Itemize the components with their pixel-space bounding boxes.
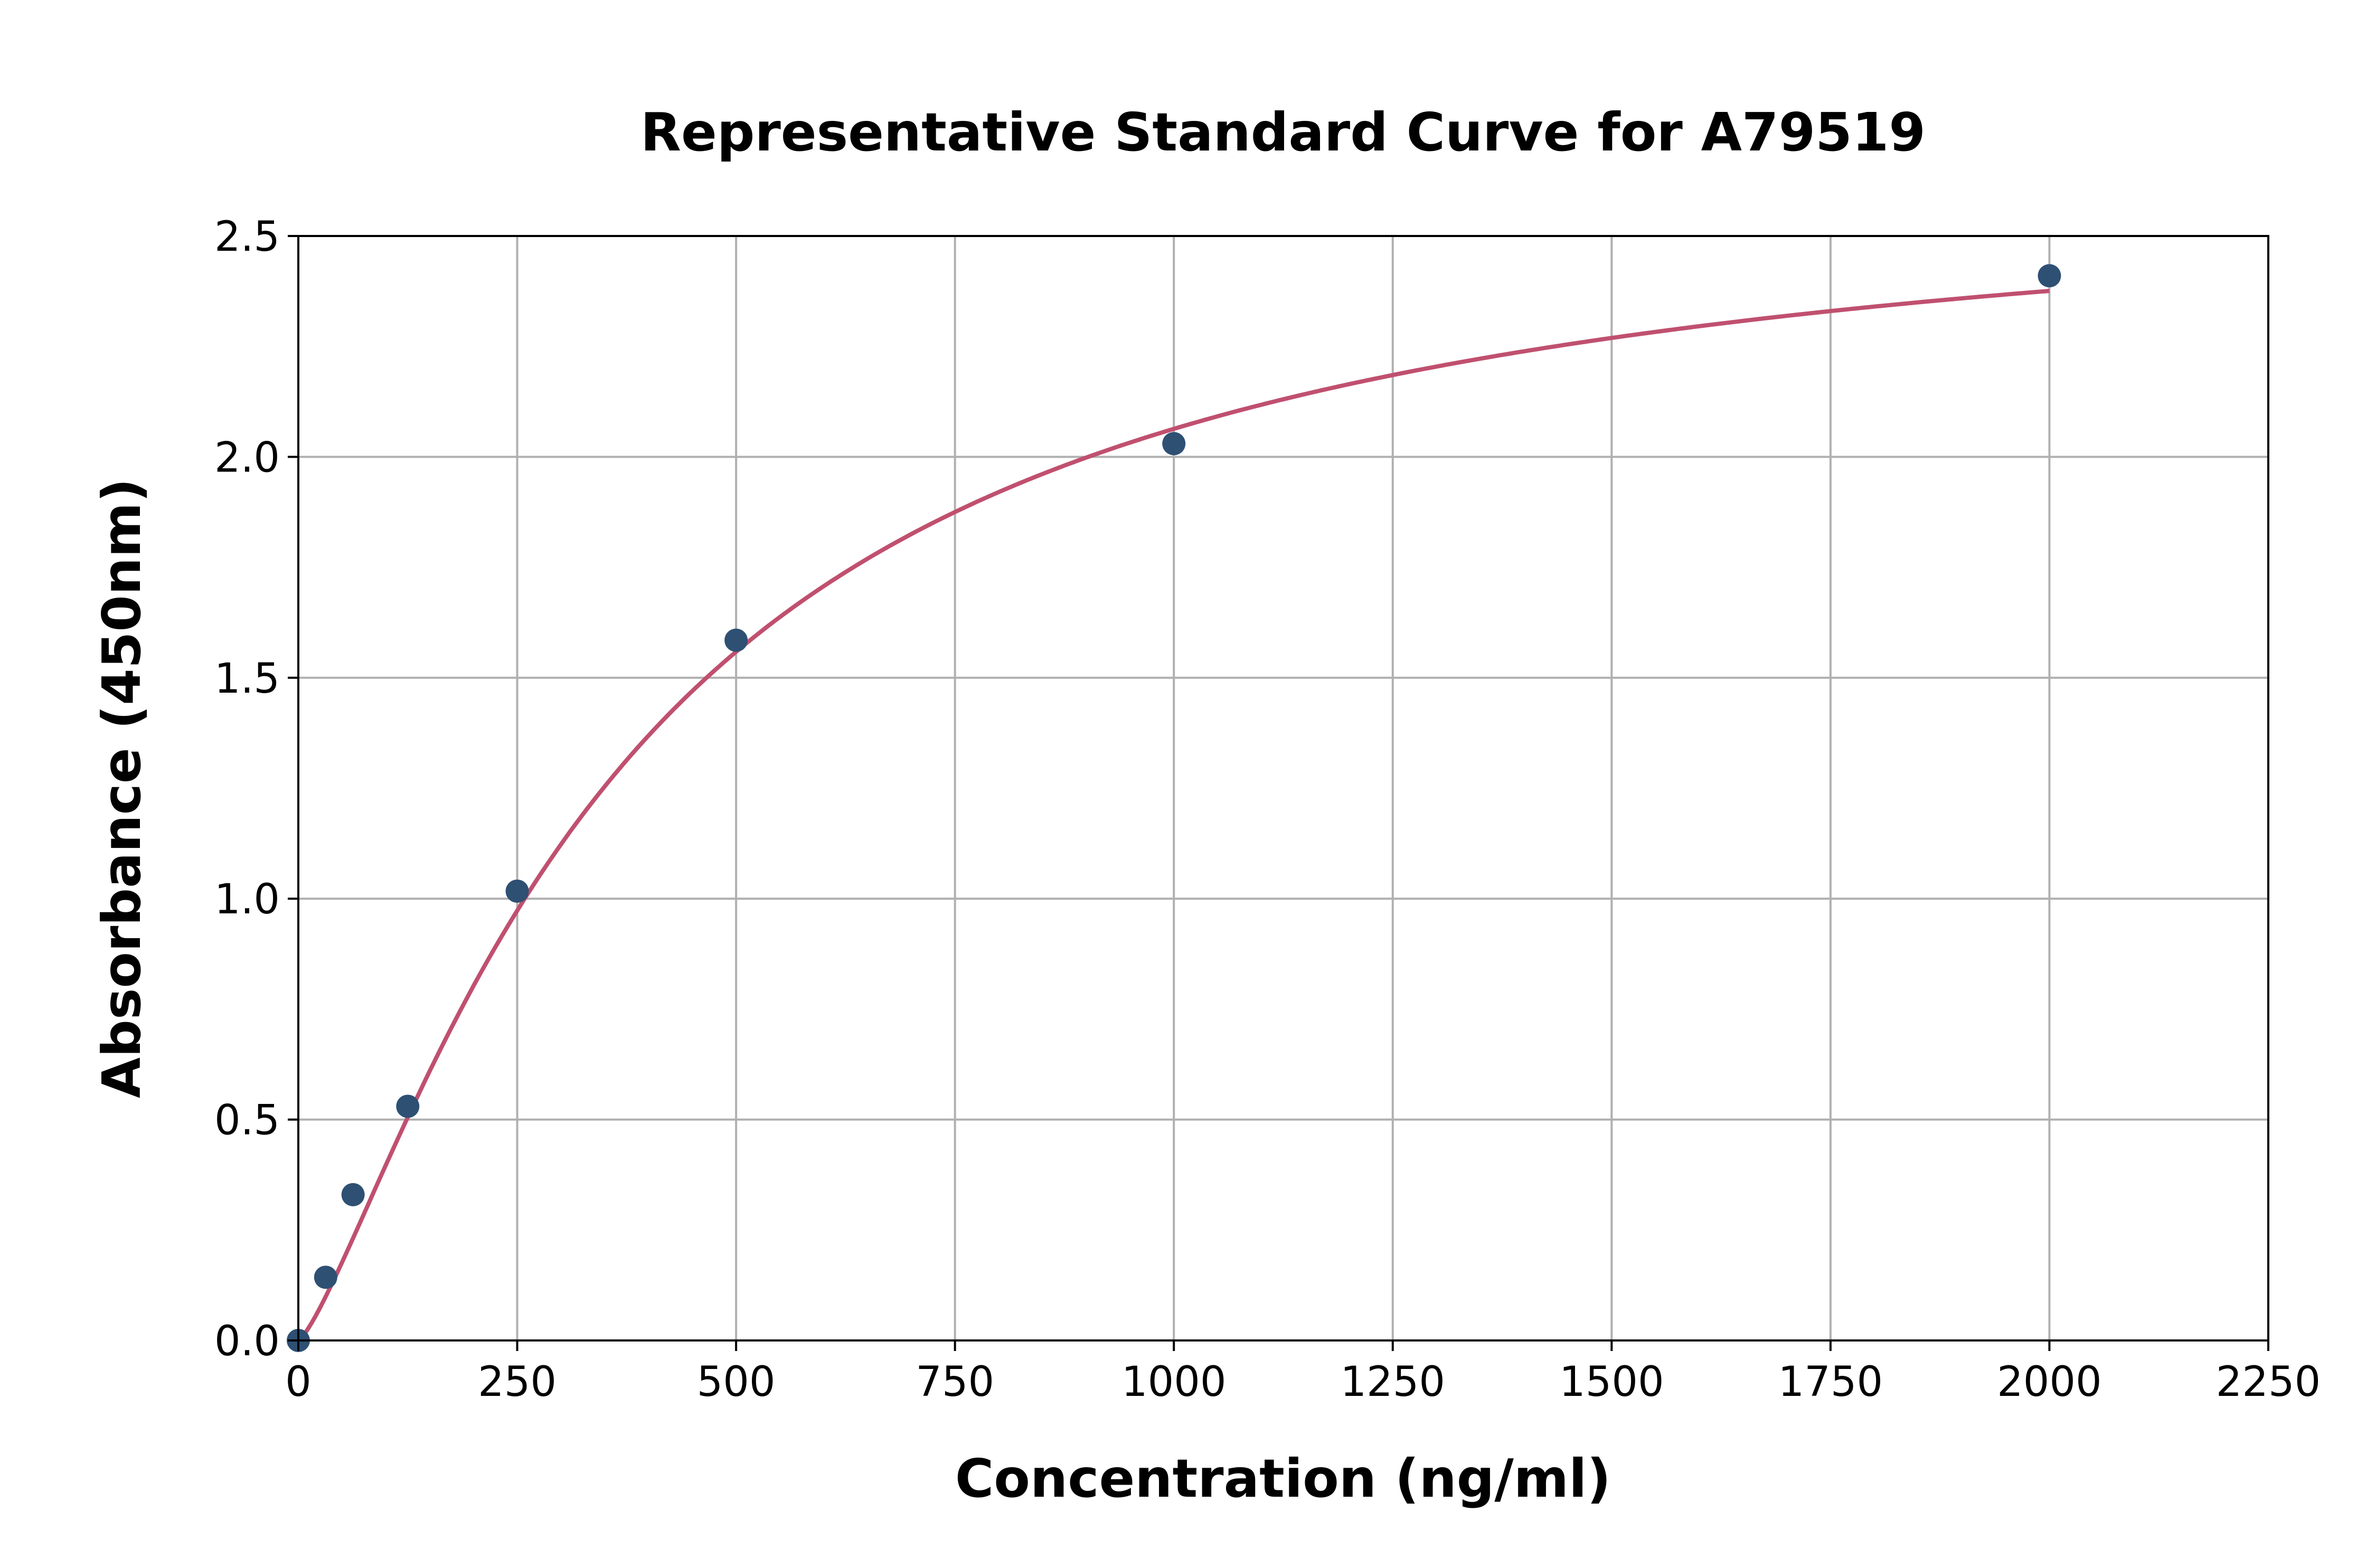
x-tick-label: 250 (478, 1358, 557, 1406)
data-point (314, 1265, 337, 1289)
x-tick-label: 1250 (1341, 1358, 1446, 1406)
grid-lines (297, 235, 2269, 1342)
y-tick-label: 2.5 (214, 213, 280, 261)
y-tick-label: 2.0 (214, 434, 280, 481)
data-point (2038, 264, 2061, 288)
x-axis-label: Concentration (ng/ml) (955, 1448, 1611, 1509)
chart-title: Representative Standard Curve for A79519 (640, 101, 1926, 163)
y-axis-label: Absorbance (450nm) (91, 478, 153, 1098)
x-tick-label: 2000 (1997, 1358, 2102, 1406)
data-point (505, 879, 529, 903)
data-points (287, 264, 2061, 1352)
fit-curve (297, 289, 2050, 1342)
y-tick-label: 0.0 (214, 1318, 280, 1365)
x-tick-label: 1750 (1778, 1358, 1883, 1406)
y-tick-label: 1.0 (214, 876, 280, 923)
x-tick-label: 0 (285, 1358, 312, 1406)
data-point (1162, 432, 1186, 456)
plot-frame (297, 235, 2269, 1342)
y-tick-label: 1.5 (214, 655, 280, 703)
x-tick-label: 2250 (2216, 1358, 2321, 1406)
x-tick-label: 1500 (1559, 1358, 1664, 1406)
data-point (341, 1183, 365, 1206)
axis-ticks: 0 250 500 750 1000 1250 1500 1750 2000 2250 0.0 0.5… (214, 213, 2321, 1406)
x-tick-label: 500 (697, 1358, 776, 1406)
x-tick-label: 1000 (1121, 1358, 1227, 1406)
data-point (724, 628, 748, 652)
x-tick-label: 750 (916, 1358, 994, 1406)
data-point (396, 1094, 420, 1118)
y-tick-label: 0.5 (214, 1097, 280, 1145)
